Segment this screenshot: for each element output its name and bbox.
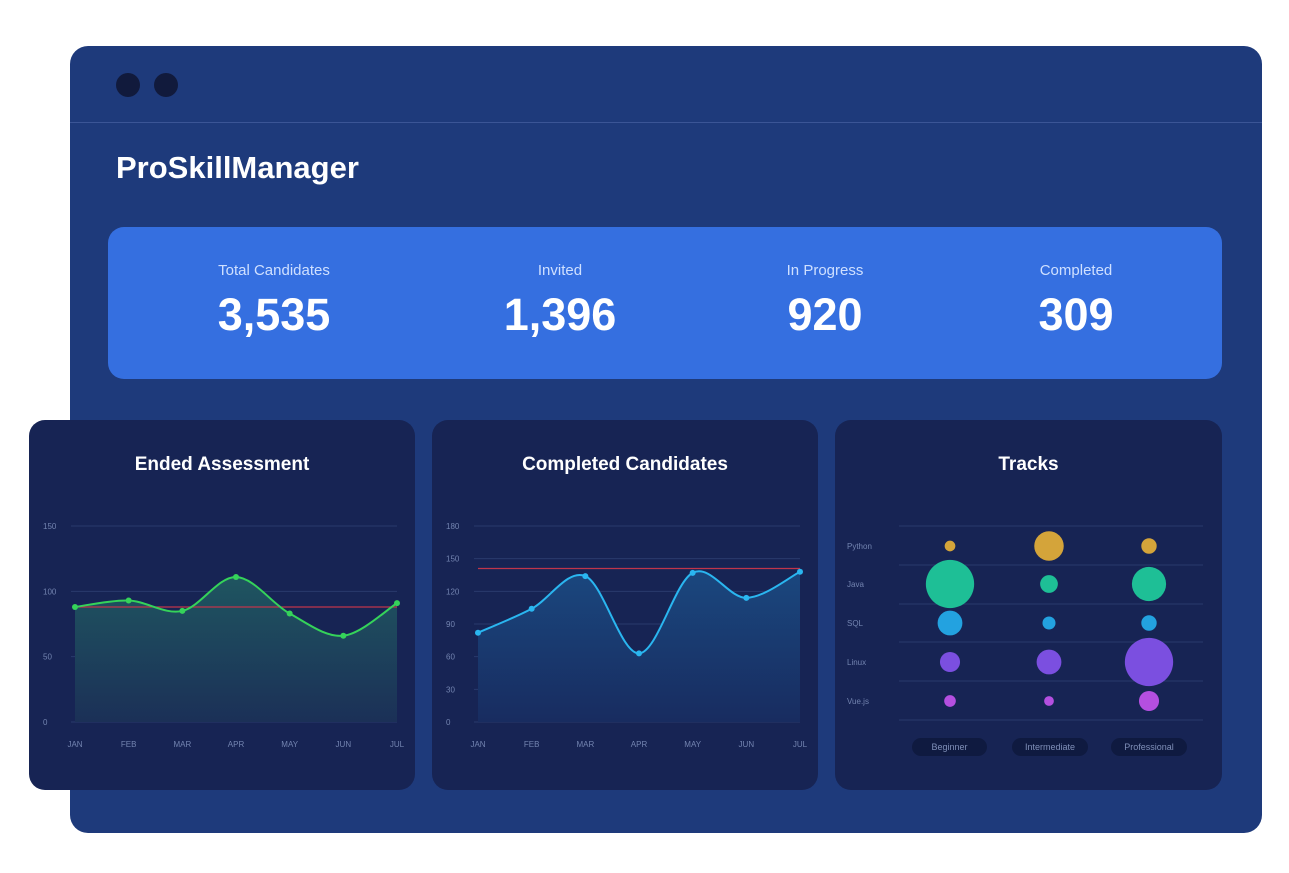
x-tick-label: JUN: [336, 740, 352, 749]
area-fill: [478, 571, 800, 722]
bubble: [925, 559, 975, 609]
x-tick-label: APR: [631, 740, 648, 749]
y-tick-label: 30: [446, 685, 455, 694]
bubble: [944, 540, 956, 552]
app-title: ProSkillManager: [116, 150, 359, 185]
card-title: Completed Candidates: [522, 454, 728, 475]
stat-total-candidates: Total Candidates 3,535: [139, 227, 409, 341]
data-point: [394, 600, 400, 607]
bubble: [1124, 637, 1174, 687]
stat-value: 920: [787, 289, 863, 340]
x-tick-label: JAN: [470, 740, 485, 749]
data-point: [340, 632, 347, 639]
y-tick-label: 0: [43, 718, 48, 727]
data-point: [582, 573, 589, 580]
x-tick-label: JUL: [793, 740, 808, 749]
column-label-intermediate: Intermediate: [1012, 738, 1088, 756]
tracks-chart: Python Java SQL Linux Vue.js: [847, 525, 1203, 721]
y-tick-label: 180: [446, 522, 460, 531]
x-tick-label: FEB: [121, 740, 137, 749]
stat-value: 3,535: [217, 289, 331, 340]
completed-candidates-card: Completed Candidates 0 30 60 90 120 150 180 JAN…: [432, 420, 818, 790]
bubble: [937, 610, 963, 636]
stat-invited: Invited 1,396: [425, 227, 695, 341]
y-tick-label: 150: [43, 522, 57, 531]
stats-bar: Total Candidates 3,535 Invited 1,396 In …: [108, 227, 1222, 379]
area-fill: [75, 576, 397, 722]
data-point: [233, 573, 239, 580]
column-label-beginner: Beginner: [912, 738, 987, 756]
x-tick-label: MAR: [576, 740, 594, 749]
bubble: [1042, 616, 1056, 630]
x-tick-label: JUN: [739, 740, 755, 749]
x-tick-label: MAY: [684, 740, 701, 749]
completed-candidates-chart: 0 30 60 90 120 150 180 JAN FEB MAR APR MAY JUN JUL: [446, 522, 808, 749]
y-tick-label: 90: [446, 620, 455, 629]
x-tick-label: FEB: [524, 740, 540, 749]
tracks-card: Tracks Python Java SQL Linux Vue.js: [835, 420, 1222, 790]
bubble: [939, 651, 961, 673]
data-point: [72, 604, 78, 611]
bubble: [1036, 649, 1062, 675]
row-label: SQL: [847, 619, 864, 628]
y-tick-label: 0: [446, 718, 451, 727]
x-tick-label: JAN: [67, 740, 82, 749]
x-tick-label: MAY: [281, 740, 298, 749]
stat-value: 309: [1038, 289, 1114, 340]
bubble: [1138, 690, 1160, 712]
stat-label: Total Candidates: [218, 262, 330, 279]
bubble: [944, 695, 956, 707]
data-point: [636, 650, 642, 657]
ended-assessment-card: Ended Assessment 0 50 100 150 JAN FEB MAR APR MA…: [29, 420, 415, 790]
data-point: [528, 605, 535, 612]
bubble: [1141, 615, 1157, 631]
y-tick-label: 150: [446, 555, 460, 564]
data-point: [179, 607, 186, 614]
column-label-professional: Professional: [1111, 738, 1187, 756]
card-title: Ended Assessment: [134, 454, 310, 475]
stat-label: In Progress: [786, 262, 864, 279]
bubble: [1040, 575, 1058, 593]
row-label: Linux: [847, 658, 866, 667]
bubble: [1034, 531, 1064, 561]
data-point: [743, 594, 750, 601]
x-tick-label: APR: [228, 740, 245, 749]
row-label: Python: [847, 542, 872, 551]
row-label: Java: [847, 580, 864, 589]
data-point: [797, 568, 803, 575]
stat-in-progress: In Progress 920: [690, 227, 960, 341]
row-label: Vue.js: [847, 697, 869, 706]
window-control-dot[interactable]: [116, 73, 140, 97]
bubble: [1044, 696, 1054, 706]
window-titlebar: [70, 46, 1262, 123]
y-tick-label: 60: [446, 653, 455, 662]
stat-value: 1,396: [503, 289, 617, 340]
y-tick-label: 50: [43, 653, 52, 662]
y-tick-label: 120: [446, 587, 460, 596]
bubble: [1131, 566, 1167, 602]
x-tick-label: MAR: [173, 740, 191, 749]
stat-label: Invited: [537, 262, 583, 279]
card-title: Tracks: [998, 454, 1059, 475]
data-point: [286, 610, 293, 617]
ended-assessment-chart: 0 50 100 150 JAN FEB MAR APR MAY JUN JUL: [43, 522, 405, 749]
data-point: [475, 629, 481, 636]
data-point: [125, 597, 132, 604]
window-control-dot[interactable]: [154, 73, 178, 97]
stat-label: Completed: [1039, 262, 1113, 279]
data-point: [689, 569, 696, 576]
bubble: [1141, 538, 1157, 554]
y-tick-label: 100: [43, 587, 57, 596]
x-tick-label: JUL: [390, 740, 405, 749]
stat-completed: Completed 309: [941, 227, 1211, 341]
